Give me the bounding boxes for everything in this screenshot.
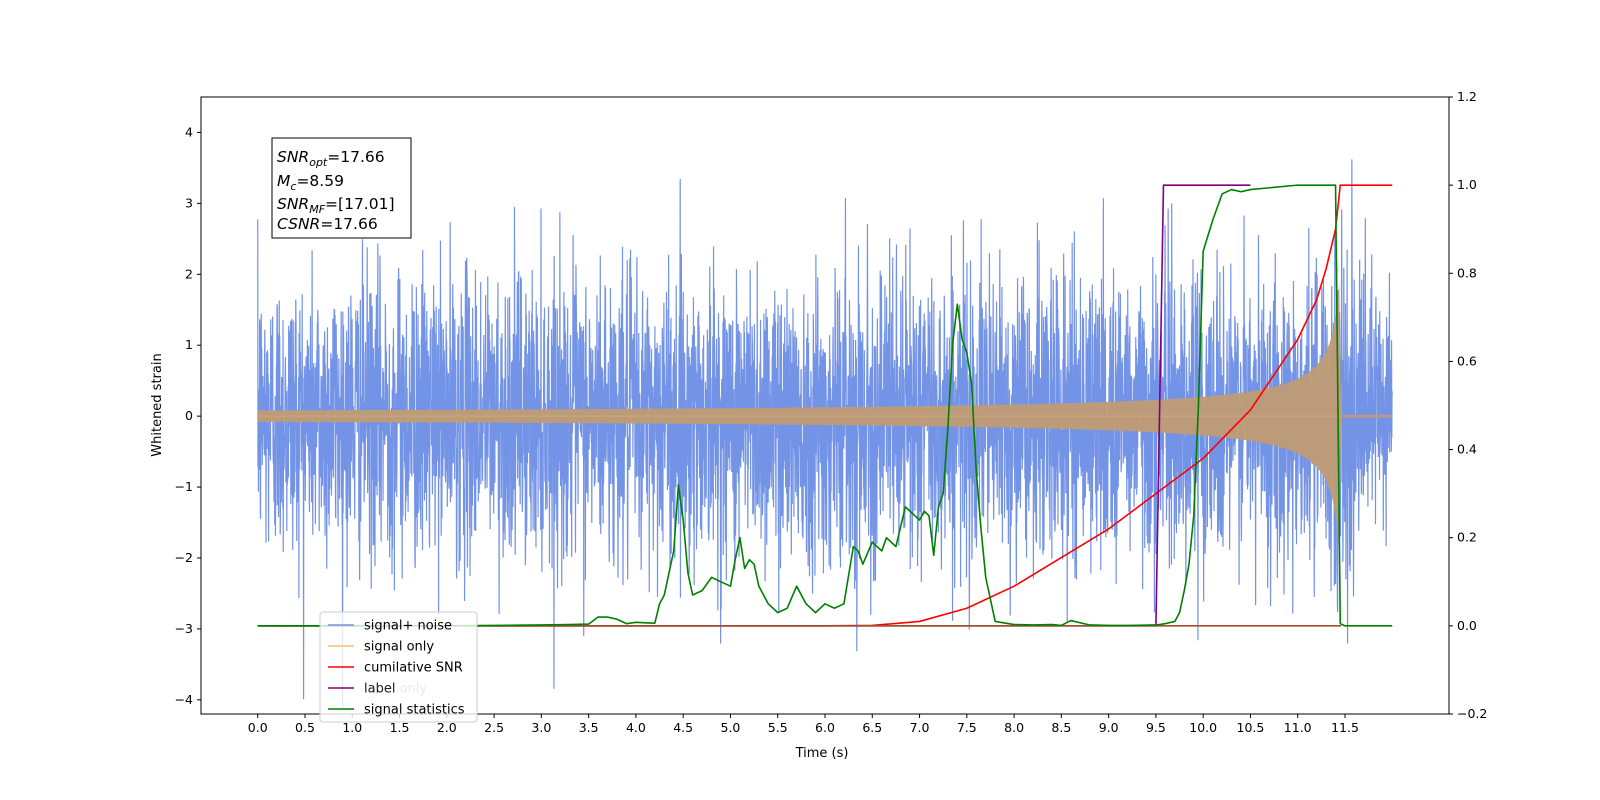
y-tick-label: 4 xyxy=(185,124,193,139)
annotation-mc: Mc=8.59 xyxy=(277,172,344,193)
annotation-csnr: CSNR=17.66 xyxy=(277,215,378,233)
y2-tick-label: 0.4 xyxy=(1457,442,1477,457)
y2-tick-label: 0.8 xyxy=(1457,265,1477,280)
legend-label-signal-statistics: signal statistics xyxy=(364,703,465,718)
x-tick-label: 7.5 xyxy=(957,720,977,735)
y-tick-label: −3 xyxy=(175,621,193,636)
legend-label-label-only: label only xyxy=(364,682,427,697)
x-tick-label: 9.0 xyxy=(1099,720,1119,735)
y2-tick-label: 0.6 xyxy=(1457,353,1477,368)
x-tick-label: 11.5 xyxy=(1331,720,1359,735)
x-tick-label: 0.0 xyxy=(248,720,268,735)
legend-label-cumilative-snr: cumilative SNR xyxy=(364,661,463,676)
x-tick-label: 5.0 xyxy=(721,720,741,735)
x-tick-label: 6.5 xyxy=(862,720,882,735)
x-tick-label: 3.0 xyxy=(531,720,551,735)
x-tick-label: 4.0 xyxy=(626,720,646,735)
x-tick-label: 2.0 xyxy=(437,720,457,735)
y2-tick-label: 1.2 xyxy=(1457,89,1477,104)
x-tick-label: 10.5 xyxy=(1237,720,1265,735)
annotation-snr-opt: SNRopt=17.66 xyxy=(277,148,385,169)
series-line-signal-statistics xyxy=(257,184,1393,627)
y2-tick-label: 0.0 xyxy=(1457,618,1477,633)
x-tick-label: 0.5 xyxy=(295,720,315,735)
annotation-snr-mf: SNRMF=[17.01] xyxy=(277,195,395,216)
x-tick-label: 8.5 xyxy=(1051,720,1071,735)
x-tick-label: 8.0 xyxy=(1004,720,1024,735)
x-tick-label: 5.5 xyxy=(768,720,788,735)
y2-tick-label: −0.2 xyxy=(1457,706,1487,721)
y-axis-label: Whitened strain xyxy=(150,353,165,456)
legend-label-signal-noise: signal+ noise xyxy=(364,619,452,634)
y-tick-label: 3 xyxy=(185,195,193,210)
x-tick-label: 11.0 xyxy=(1284,720,1312,735)
legend-label-signal-only: signal only xyxy=(364,640,434,655)
y-tick-label: 1 xyxy=(185,337,193,352)
x-tick-label: 6.0 xyxy=(815,720,835,735)
legend-label-label: label xyxy=(364,682,395,697)
y2-tick-label: 1.0 xyxy=(1457,177,1477,192)
y-tick-label: −1 xyxy=(175,479,193,494)
x-tick-label: 10.0 xyxy=(1189,720,1217,735)
y-tick-label: 2 xyxy=(185,266,193,281)
y2-tick-label: 0.2 xyxy=(1457,530,1477,545)
annotation-box: SNRopt=17.66 Mc=8.59 SNRMF=[17.01] CSNR=… xyxy=(271,137,412,239)
y-tick-label: −2 xyxy=(175,550,193,565)
x-tick-label: 2.5 xyxy=(484,720,504,735)
x-axis-label: Time (s) xyxy=(795,746,849,761)
x-tick-label: 7.0 xyxy=(910,720,930,735)
x-tick-label: 9.5 xyxy=(1146,720,1166,735)
y-tick-label: 0 xyxy=(185,408,193,423)
legend-box xyxy=(319,611,478,723)
x-tick-label: 1.0 xyxy=(342,720,362,735)
x-tick-label: 1.5 xyxy=(390,720,410,735)
legend: signal+ noise signal only cumilative SNR la… xyxy=(319,611,478,723)
x-tick-label: 3.5 xyxy=(579,720,599,735)
x-tick-label: 4.5 xyxy=(673,720,693,735)
y-tick-label: −4 xyxy=(175,692,193,707)
